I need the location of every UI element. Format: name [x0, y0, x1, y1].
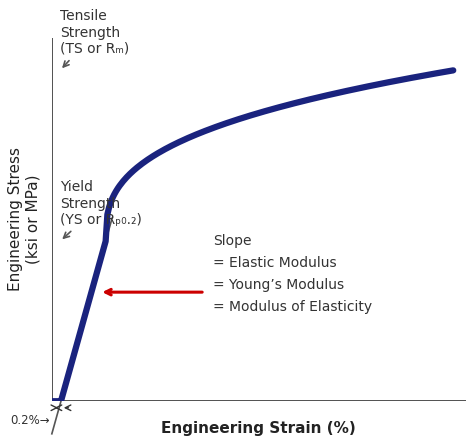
X-axis label: Engineering Strain (%): Engineering Strain (%) — [161, 420, 356, 436]
Text: 0.2%→: 0.2%→ — [10, 414, 50, 427]
Text: Yield
Strength
(YS or Rₚ₀.₂): Yield Strength (YS or Rₚ₀.₂) — [60, 180, 142, 238]
Text: Slope
= Elastic Modulus
= Young’s Modulus
= Modulus of Elasticity: Slope = Elastic Modulus = Young’s Modulu… — [213, 234, 373, 313]
Text: Tensile
Strength
(TS or Rₘ): Tensile Strength (TS or Rₘ) — [60, 9, 129, 67]
Y-axis label: Engineering Stress
(ksi or MPa): Engineering Stress (ksi or MPa) — [9, 147, 41, 291]
